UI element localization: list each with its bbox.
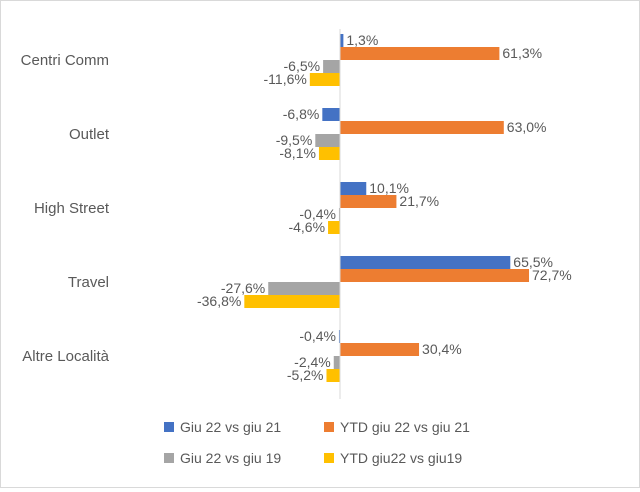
data-label: -4,6%	[288, 219, 325, 235]
legend-swatch	[324, 453, 334, 463]
bar	[340, 256, 511, 269]
bar	[338, 208, 340, 221]
data-label: -5,2%	[287, 367, 324, 383]
data-label: 72,7%	[532, 267, 572, 283]
bar	[323, 60, 340, 73]
legend-label: YTD giu 22 vs giu 21	[340, 419, 470, 435]
data-label: -36,8%	[197, 293, 241, 309]
legend-label: YTD giu22 vs giu19	[340, 450, 462, 466]
data-label: -8,1%	[279, 145, 316, 161]
bar	[322, 108, 340, 121]
bar	[340, 343, 420, 356]
bar	[326, 369, 340, 382]
bar	[338, 330, 340, 343]
bar	[340, 34, 344, 47]
bar	[268, 282, 340, 295]
data-label: -11,6%	[264, 71, 307, 87]
data-label: -2,4%	[294, 354, 331, 370]
legend: Giu 22 vs giu 21 YTD giu 22 vs giu 21 Giu …	[164, 419, 470, 466]
category-label: Centri Comm	[21, 52, 109, 69]
legend-swatch	[164, 453, 174, 463]
data-label: -0,4%	[299, 206, 336, 222]
data-label: -0,4%	[299, 328, 336, 344]
bar	[318, 147, 340, 160]
data-label: 21,7%	[399, 193, 439, 209]
bar	[340, 269, 530, 282]
category-label: Outlet	[69, 126, 110, 143]
data-label: 61,3%	[502, 45, 542, 61]
legend-label: Giu 22 vs giu 21	[180, 419, 281, 435]
bar	[340, 182, 367, 195]
data-label: -9,5%	[276, 132, 313, 148]
data-label: 65,5%	[513, 254, 553, 270]
bar	[340, 121, 504, 134]
category-label: Travel	[68, 274, 109, 291]
bar	[315, 134, 340, 147]
category-label: Altre Località	[22, 348, 109, 365]
value-labels-layer: 1,3% 61,3% -6,5%-11,6% -6,8% 63,0% -9,5%-8,1%…	[197, 32, 572, 383]
bar	[309, 73, 340, 86]
data-label: 1,3%	[346, 32, 378, 48]
bar	[340, 195, 397, 208]
data-label: 63,0%	[507, 119, 547, 135]
data-label: -27,6%	[221, 280, 265, 296]
data-label: -6,8%	[283, 106, 320, 122]
bar	[333, 356, 340, 369]
category-label: High Street	[34, 200, 110, 217]
data-label: 10,1%	[369, 180, 409, 196]
data-label: -6,5%	[284, 58, 321, 74]
bars-layer	[244, 34, 530, 382]
data-label: 30,4%	[422, 341, 462, 357]
legend-swatch	[324, 422, 334, 432]
legend-swatch	[164, 422, 174, 432]
bar	[244, 295, 340, 308]
category-labels-layer: Centri Comm Outlet High Street Travel Altre …	[21, 52, 110, 365]
legend-label: Giu 22 vs giu 19	[180, 450, 281, 466]
bar	[340, 47, 500, 60]
bar	[328, 221, 340, 234]
